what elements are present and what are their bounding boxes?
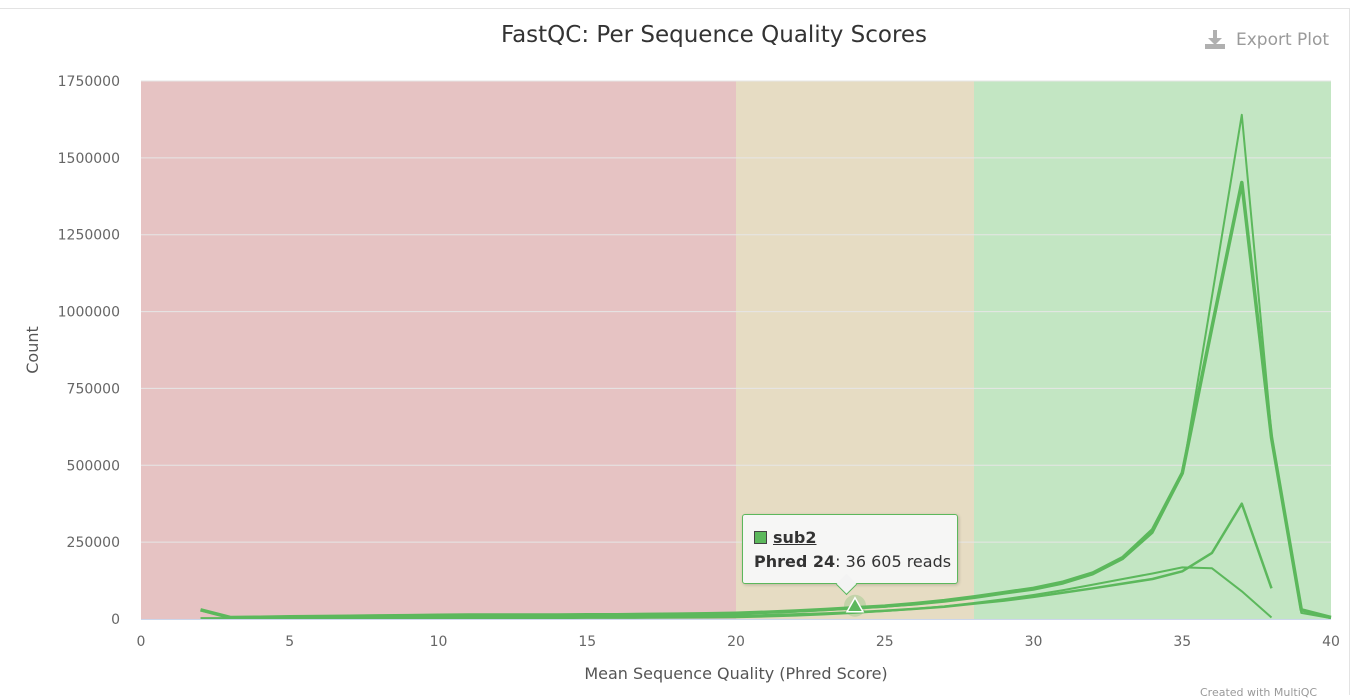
y-tick-label: 250000	[67, 535, 120, 551]
credit-text: Created with MultiQC	[1200, 686, 1318, 699]
export-plot-label: Export Plot	[1236, 30, 1330, 50]
y-tick-label: 1750000	[58, 74, 120, 90]
x-tick-label: 30	[1025, 634, 1043, 650]
x-tick-label: 40	[1322, 634, 1340, 650]
y-tick-label: 1250000	[58, 228, 120, 244]
x-tick-label: 0	[137, 634, 146, 650]
y-tick-label: 500000	[67, 458, 120, 474]
series-lines	[200, 113, 1332, 620]
x-tick-label: 25	[876, 634, 894, 650]
series-line	[200, 566, 1273, 620]
series-swatch	[754, 530, 767, 544]
y-tick-label: 0	[111, 612, 120, 628]
highlight-marker	[844, 594, 866, 617]
grid-lines	[141, 80, 1331, 543]
tooltip-x-label: Phred 24	[754, 552, 836, 571]
tooltip-value: : 36 605 reads	[835, 552, 952, 571]
band-pass	[974, 81, 1331, 619]
export-plot-button[interactable]: Export Plot	[1203, 28, 1329, 52]
quality-bands	[141, 81, 1331, 619]
x-tick-label: 15	[578, 634, 596, 650]
x-tick-label: 10	[430, 634, 448, 650]
y-tick-label: 750000	[67, 381, 120, 397]
x-tick-label: 5	[285, 634, 294, 650]
download-icon	[1205, 30, 1225, 49]
x-tick-label: 35	[1173, 634, 1191, 650]
y-tick-labels: 0 250000 500000 750000 1000000 1250000 1500000…	[58, 74, 120, 628]
series-line	[200, 113, 1332, 620]
highlight-point	[845, 596, 865, 613]
tooltip: sub2 Phred 24: 36 605 reads	[742, 514, 958, 596]
x-tick-label: 20	[727, 634, 745, 650]
x-axis-label: Mean Sequence Quality (Phred Score)	[584, 664, 887, 683]
x-tick-labels: 0 5 10 15 20 25 30 35 40	[137, 634, 1340, 650]
tooltip-sample-name[interactable]: sub2	[773, 527, 817, 547]
y-tick-label: 1500000	[58, 151, 120, 167]
y-axis-label: Count	[23, 326, 42, 374]
chart-title: FastQC: Per Sequence Quality Scores	[501, 22, 927, 48]
band-fail	[141, 81, 736, 619]
plot-frame	[0, 8, 1350, 695]
y-tick-label: 1000000	[58, 305, 120, 321]
